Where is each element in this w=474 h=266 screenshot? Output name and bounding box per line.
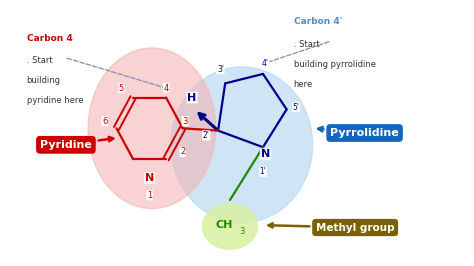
Text: H: H — [188, 93, 197, 103]
Text: Carbon 4: Carbon 4 — [27, 34, 73, 43]
Text: here: here — [294, 80, 313, 89]
Text: building pyrrolidine: building pyrrolidine — [294, 60, 376, 69]
Text: 3: 3 — [182, 117, 188, 126]
Ellipse shape — [171, 67, 313, 223]
Text: pyridine here: pyridine here — [27, 96, 83, 105]
Text: 1: 1 — [147, 191, 152, 200]
Text: . Start: . Start — [27, 56, 52, 65]
Text: Pyrrolidine: Pyrrolidine — [318, 127, 399, 138]
Text: 3': 3' — [217, 65, 224, 74]
Text: . Start: . Start — [294, 40, 319, 49]
Text: 4: 4 — [164, 84, 169, 93]
Text: 2: 2 — [180, 147, 185, 156]
Text: N: N — [145, 173, 154, 183]
Ellipse shape — [202, 204, 257, 249]
Text: 6: 6 — [102, 117, 107, 126]
Text: 1': 1' — [260, 167, 266, 176]
Text: N: N — [261, 149, 270, 159]
Ellipse shape — [88, 48, 216, 209]
Text: 5': 5' — [292, 102, 300, 111]
Text: 5: 5 — [118, 84, 124, 93]
Text: building: building — [27, 76, 61, 85]
Text: 4': 4' — [262, 59, 269, 68]
Text: 2': 2' — [203, 131, 210, 140]
Text: Carbon 4': Carbon 4' — [294, 17, 342, 26]
Text: Pyridine: Pyridine — [40, 137, 113, 150]
Text: Methyl group: Methyl group — [269, 222, 394, 232]
Text: 3: 3 — [239, 227, 245, 236]
Text: CH: CH — [215, 220, 232, 230]
